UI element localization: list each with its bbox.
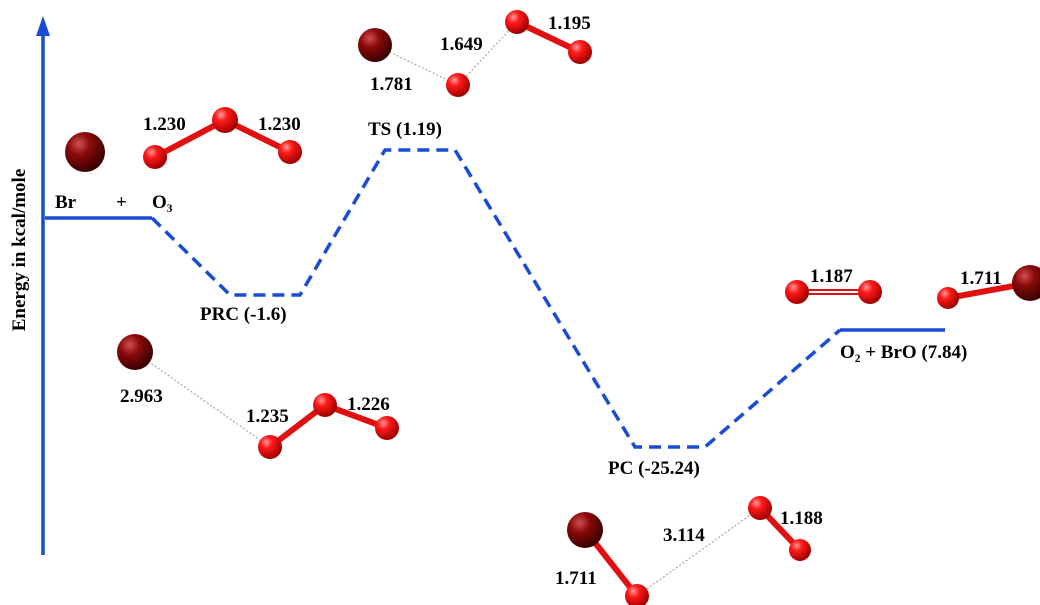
bond-length: 1.235 <box>246 406 289 427</box>
o-atom <box>258 435 282 459</box>
o-atom <box>568 40 592 64</box>
br-atom <box>567 512 603 548</box>
o-atom <box>143 145 167 169</box>
species: Br <box>55 192 77 213</box>
br-atom <box>358 28 392 62</box>
o-atom <box>375 416 399 440</box>
o-atom <box>446 73 470 97</box>
reaction-path <box>152 150 840 447</box>
o-atom <box>505 10 529 34</box>
br-atom <box>117 334 153 370</box>
axis-arrow <box>36 16 50 36</box>
contact <box>637 508 760 596</box>
axis-label: Energy in kcal/mole <box>9 169 30 332</box>
o-atom <box>789 539 811 561</box>
bond-length: 3.114 <box>663 525 705 546</box>
o-atom <box>313 393 337 417</box>
o-atom <box>212 107 238 133</box>
o-atom <box>937 287 959 309</box>
page: {"axis": {"label": "Energy in kcal/mole"… <box>0 0 1040 605</box>
energy-diagram: Energy in kcal/mole 1.230 1.230 Br + O₃ … <box>0 0 1040 605</box>
bond-length: 1.230 <box>143 114 186 135</box>
level-label: TS (1.19) <box>368 119 442 140</box>
level-label: PC (-25.24) <box>608 458 700 479</box>
bond-length: 1.711 <box>555 568 597 589</box>
bond-length: 1.649 <box>440 34 483 55</box>
br-atom <box>1012 265 1040 301</box>
bond-length: 1.711 <box>960 268 1002 289</box>
br-atom <box>65 132 105 172</box>
bond-length: 1.187 <box>810 266 853 287</box>
o-atom <box>785 280 809 304</box>
o-atom <box>278 140 302 164</box>
bond-length: 1.195 <box>548 13 591 34</box>
species: O₃ <box>152 192 173 213</box>
level-label: PRC (-1.6) <box>200 304 287 325</box>
o-atom <box>858 280 882 304</box>
level-label: O₂ + BrO (7.84) <box>840 342 967 363</box>
bond-length: 1.226 <box>347 394 390 415</box>
bond-length: 1.230 <box>258 114 301 135</box>
bond-length: 2.963 <box>120 386 163 407</box>
o-atom <box>748 496 772 520</box>
plus: + <box>116 192 127 213</box>
bond-length: 1.188 <box>780 508 823 529</box>
bond-length: 1.781 <box>370 74 413 95</box>
